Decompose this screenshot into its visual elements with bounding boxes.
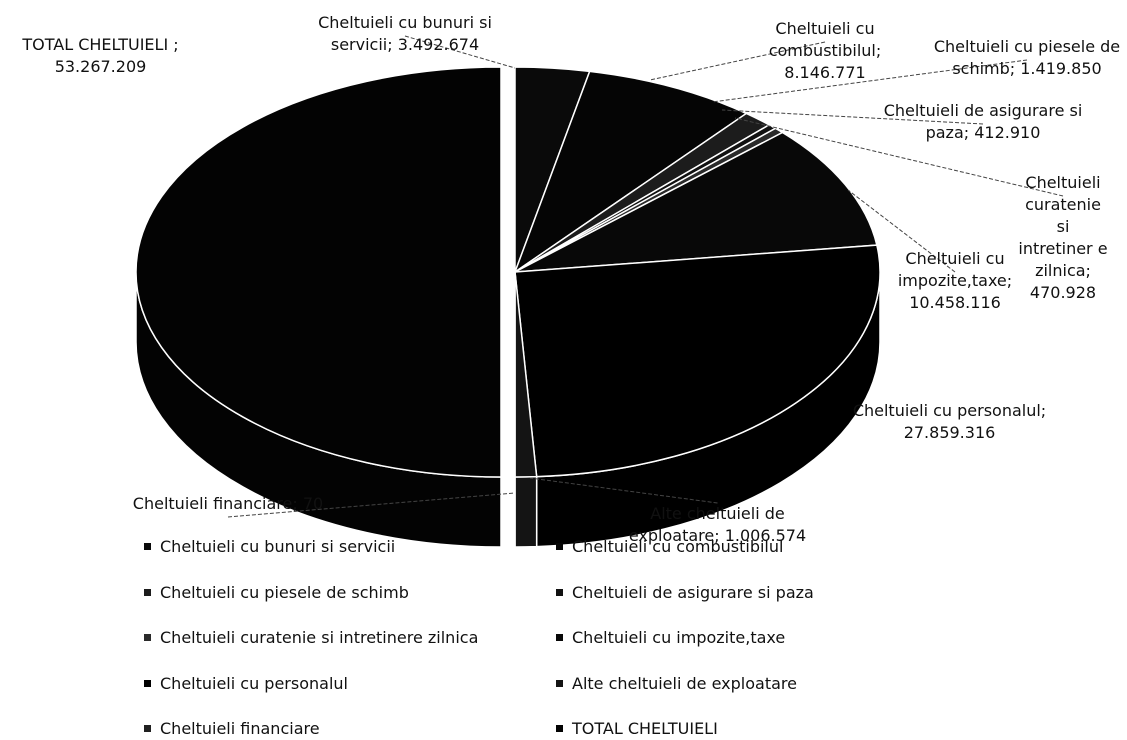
- legend-entry: Cheltuieli cu piesele de schimb: [144, 583, 409, 602]
- legend-entry: TOTAL CHELTUIELI: [556, 719, 718, 738]
- legend-entry: Cheltuieli financiare: [144, 719, 320, 738]
- legend-label: Cheltuieli curatenie si intretinere ziln…: [160, 628, 479, 647]
- legend-entry: Cheltuieli de asigurare si paza: [556, 583, 814, 602]
- legend-entry: Cheltuieli cu personalul: [144, 674, 348, 693]
- pie-slice: [514, 244, 881, 478]
- pie-slice: [514, 131, 878, 273]
- legend-entry: Cheltuieli cu impozite,taxe: [556, 628, 785, 647]
- data-label: Alte cheltuieli de exploatare; 1.006.574: [628, 504, 807, 545]
- legend-marker: [556, 679, 563, 687]
- pie-slice: [513, 70, 748, 274]
- leader-line: [404, 35, 516, 69]
- legend-label: Cheltuieli cu bunuri si servicii: [160, 537, 396, 556]
- legend-label: TOTAL CHELTUIELI: [572, 719, 718, 738]
- legend-label: Cheltuieli cu personalul: [160, 673, 348, 693]
- leader-line: [711, 59, 1028, 103]
- legend-marker: [144, 543, 151, 550]
- legend-label: Cheltuieli de asigurare si paza: [572, 582, 814, 602]
- legend-entry: Alte cheltuieli de exploatare: [556, 674, 797, 693]
- legend-marker: [144, 725, 151, 732]
- legend-label: Cheltuieli cu piesele de schimb: [160, 582, 409, 602]
- legend-marker: [556, 543, 563, 550]
- leader-line: [529, 477, 718, 504]
- data-label: Cheltuieli cu bunuri si servicii; 3.492.…: [318, 13, 492, 54]
- data-label: Cheltuieli cu impozite,taxe; 10.458.116: [897, 249, 1013, 312]
- pie-wall: [514, 475, 538, 548]
- data-label: Cheltuieli financiare; 70: [132, 494, 324, 513]
- legend-label: Cheltuieli cu impozite,taxe: [572, 628, 786, 647]
- data-label: TOTAL CHELTUIELI ; 53.267.209: [22, 35, 179, 76]
- data-label: Cheltuieli curatenie si intretiner e zil…: [1018, 173, 1108, 302]
- legend-marker: [556, 588, 563, 596]
- legend-marker: [144, 634, 151, 641]
- legend-marker: [556, 634, 563, 641]
- legend-marker: [144, 679, 151, 687]
- legend-label: Alte cheltuieli de exploatare: [572, 673, 797, 693]
- leader-line: [721, 109, 984, 125]
- data-label: Cheltuieli cu combustibilul; 8.146.771: [768, 19, 882, 82]
- data-label: Cheltuieli cu personalul; 27.859.316: [852, 401, 1047, 442]
- legend-entry: Cheltuieli cu combustibilul: [556, 537, 783, 556]
- leader-line: [227, 492, 516, 518]
- legend-marker: [144, 588, 151, 596]
- legend-label: Cheltuieli cu combustibilul: [572, 537, 784, 556]
- leader-line: [734, 117, 1064, 197]
- data-label: Cheltuieli cu piesele de schimb; 1.419.8…: [933, 37, 1121, 78]
- legend-marker: [556, 725, 563, 732]
- legend-entry: Cheltuieli cu bunuri si servicii: [144, 537, 395, 556]
- legend-entry: Cheltuieli curatenie si intretinere ziln…: [144, 628, 478, 647]
- pie-slice: [135, 66, 502, 478]
- leader-line: [847, 189, 956, 273]
- data-label: Cheltuieli de asigurare si paza; 412.910: [883, 101, 1083, 142]
- legend-label: Cheltuieli financiare: [160, 719, 320, 738]
